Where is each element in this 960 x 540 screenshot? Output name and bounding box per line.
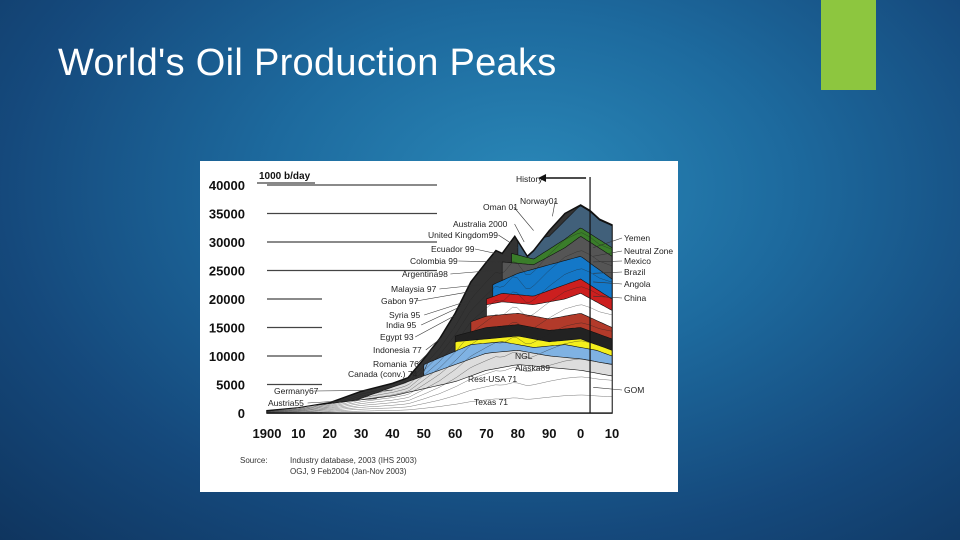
x-tick-label: 70	[479, 426, 493, 441]
left-annotation-leader	[439, 284, 481, 290]
y-tick-label: 35000	[209, 207, 245, 222]
chart-figure: 0 5000 10000 15000 20000 25000 30000 35000 40000…	[200, 161, 678, 492]
x-tick-label: 10	[291, 426, 305, 441]
history-arrow-head	[538, 174, 547, 182]
x-tick-label: 60	[448, 426, 462, 441]
slide-title: World's Oil Production Peaks	[58, 42, 557, 84]
chart-axes: 0 5000 10000 15000 20000 25000 30000 35000 40000…	[209, 171, 619, 441]
left-annotation-label: Germany67	[274, 386, 319, 396]
y-tick-label: 30000	[209, 235, 245, 250]
right-annotation-leader	[593, 260, 623, 263]
left-annotation-label: Indonesia 77	[373, 345, 422, 355]
right-annotation-leader	[593, 250, 623, 257]
left-annotation-label: Austria55	[268, 398, 304, 408]
right-annotation-label: China	[624, 293, 646, 303]
left-annotation-leader	[416, 335, 446, 365]
y-axis-unit-label: 1000 b/day	[259, 171, 311, 182]
x-tick-label: 20	[322, 426, 336, 441]
left-annotation-label: United Kingdom99	[428, 230, 498, 240]
stack-line-4	[266, 340, 613, 413]
left-annotation-label: Gabon 97	[381, 296, 419, 306]
left-annotation-leader	[498, 234, 519, 248]
right-annotation-label: GOM	[624, 385, 644, 395]
y-tick-label: 20000	[209, 292, 245, 307]
x-tick-label: 90	[542, 426, 556, 441]
left-annotation-leader	[307, 398, 377, 404]
y-tick-label: 25000	[209, 264, 245, 279]
left-annotation-leader	[313, 389, 393, 392]
history-label: History	[516, 174, 543, 184]
stack-line-5	[266, 322, 613, 413]
right-annotation-leader	[593, 295, 623, 299]
stack-line-2	[266, 376, 613, 413]
left-annotation-leader	[425, 327, 456, 351]
y-tick-label: 10000	[209, 349, 245, 364]
y-tick-label: 40000	[209, 178, 245, 193]
left-annotation-leader	[416, 290, 478, 302]
y-tick-label: 0	[238, 406, 245, 421]
left-annotation-label: Ecuador 99	[431, 244, 475, 254]
left-annotation-label: Argentina98	[402, 269, 448, 279]
stack-line-8	[266, 268, 613, 412]
x-tick-label: 50	[417, 426, 431, 441]
left-annotation-label: Oman 01	[483, 202, 518, 212]
right-annotation-label: Neutral Zone	[624, 246, 673, 256]
left-annotation-leader	[421, 301, 471, 326]
left-annotation-label: Egypt 93	[380, 332, 414, 342]
layer-area-11	[266, 364, 613, 414]
center-annotation-label: Rest-USA 71	[468, 374, 517, 384]
left-annotation-label: Canada (conv.) 74	[348, 369, 418, 379]
x-tick-label: 80	[511, 426, 525, 441]
stack-line-3	[266, 358, 613, 413]
left-annotation-leader	[422, 350, 434, 375]
left-annotation-leader	[552, 200, 556, 217]
center-annotation-label: NGL	[515, 351, 533, 361]
left-annotation-label: Norway01	[520, 196, 559, 206]
accent-bar	[821, 0, 876, 90]
x-tick-label: 30	[354, 426, 368, 441]
right-annotation-label: Angola	[624, 279, 651, 289]
right-annotation-leader	[593, 271, 623, 274]
left-annotation-leader	[474, 248, 509, 257]
left-annotation-leader	[424, 298, 475, 316]
oil-production-chart: 0 5000 10000 15000 20000 25000 30000 35000 40000…	[209, 171, 674, 476]
stack-line-10	[266, 232, 613, 412]
x-tick-label: 40	[385, 426, 399, 441]
left-annotation-label: Syria 95	[389, 310, 420, 320]
stack-line-1	[267, 394, 613, 414]
source-line: OGJ, 9 Feb2004 (Jan-Nov 2003)	[290, 467, 407, 476]
left-annotation-label: Romania 76	[373, 359, 419, 369]
left-annotation-label: Colombia 99	[410, 256, 458, 266]
source-label: Source:	[240, 456, 268, 465]
stack-line-6	[266, 304, 613, 413]
right-annotation-label: Brazil	[624, 267, 645, 277]
left-annotation-label: Malaysia 97	[391, 284, 437, 294]
right-annotation-leader	[593, 387, 623, 391]
y-tick-label: 5000	[216, 378, 245, 393]
stack-line-7	[266, 286, 613, 412]
right-annotation-label: Yemen	[624, 233, 650, 243]
left-annotation-leader	[514, 223, 525, 243]
center-annotation-label: Alaska89	[515, 363, 550, 373]
left-annotation-label: Australia 2000	[453, 219, 508, 229]
x-tick-label: 0	[577, 426, 584, 441]
left-annotation-label: India 95	[386, 320, 417, 330]
x-tick-label: 10	[605, 426, 619, 441]
area-layers	[266, 204, 613, 414]
left-annotation-leader	[513, 206, 534, 231]
left-annotation-leader	[415, 310, 465, 338]
x-tick-label: 1900	[253, 426, 282, 441]
right-annotation-leader	[593, 281, 623, 285]
y-tick-label: 15000	[209, 321, 245, 336]
center-annotation-label: Texas 71	[474, 397, 508, 407]
source-line: Industry database, 2003 (IHS 2003)	[290, 456, 417, 465]
stack-line-9	[266, 250, 613, 412]
left-annotation-leader	[450, 270, 493, 275]
right-annotation-leader	[593, 237, 623, 248]
left-annotation-leader	[458, 260, 503, 263]
right-annotation-label: Mexico	[624, 256, 651, 266]
